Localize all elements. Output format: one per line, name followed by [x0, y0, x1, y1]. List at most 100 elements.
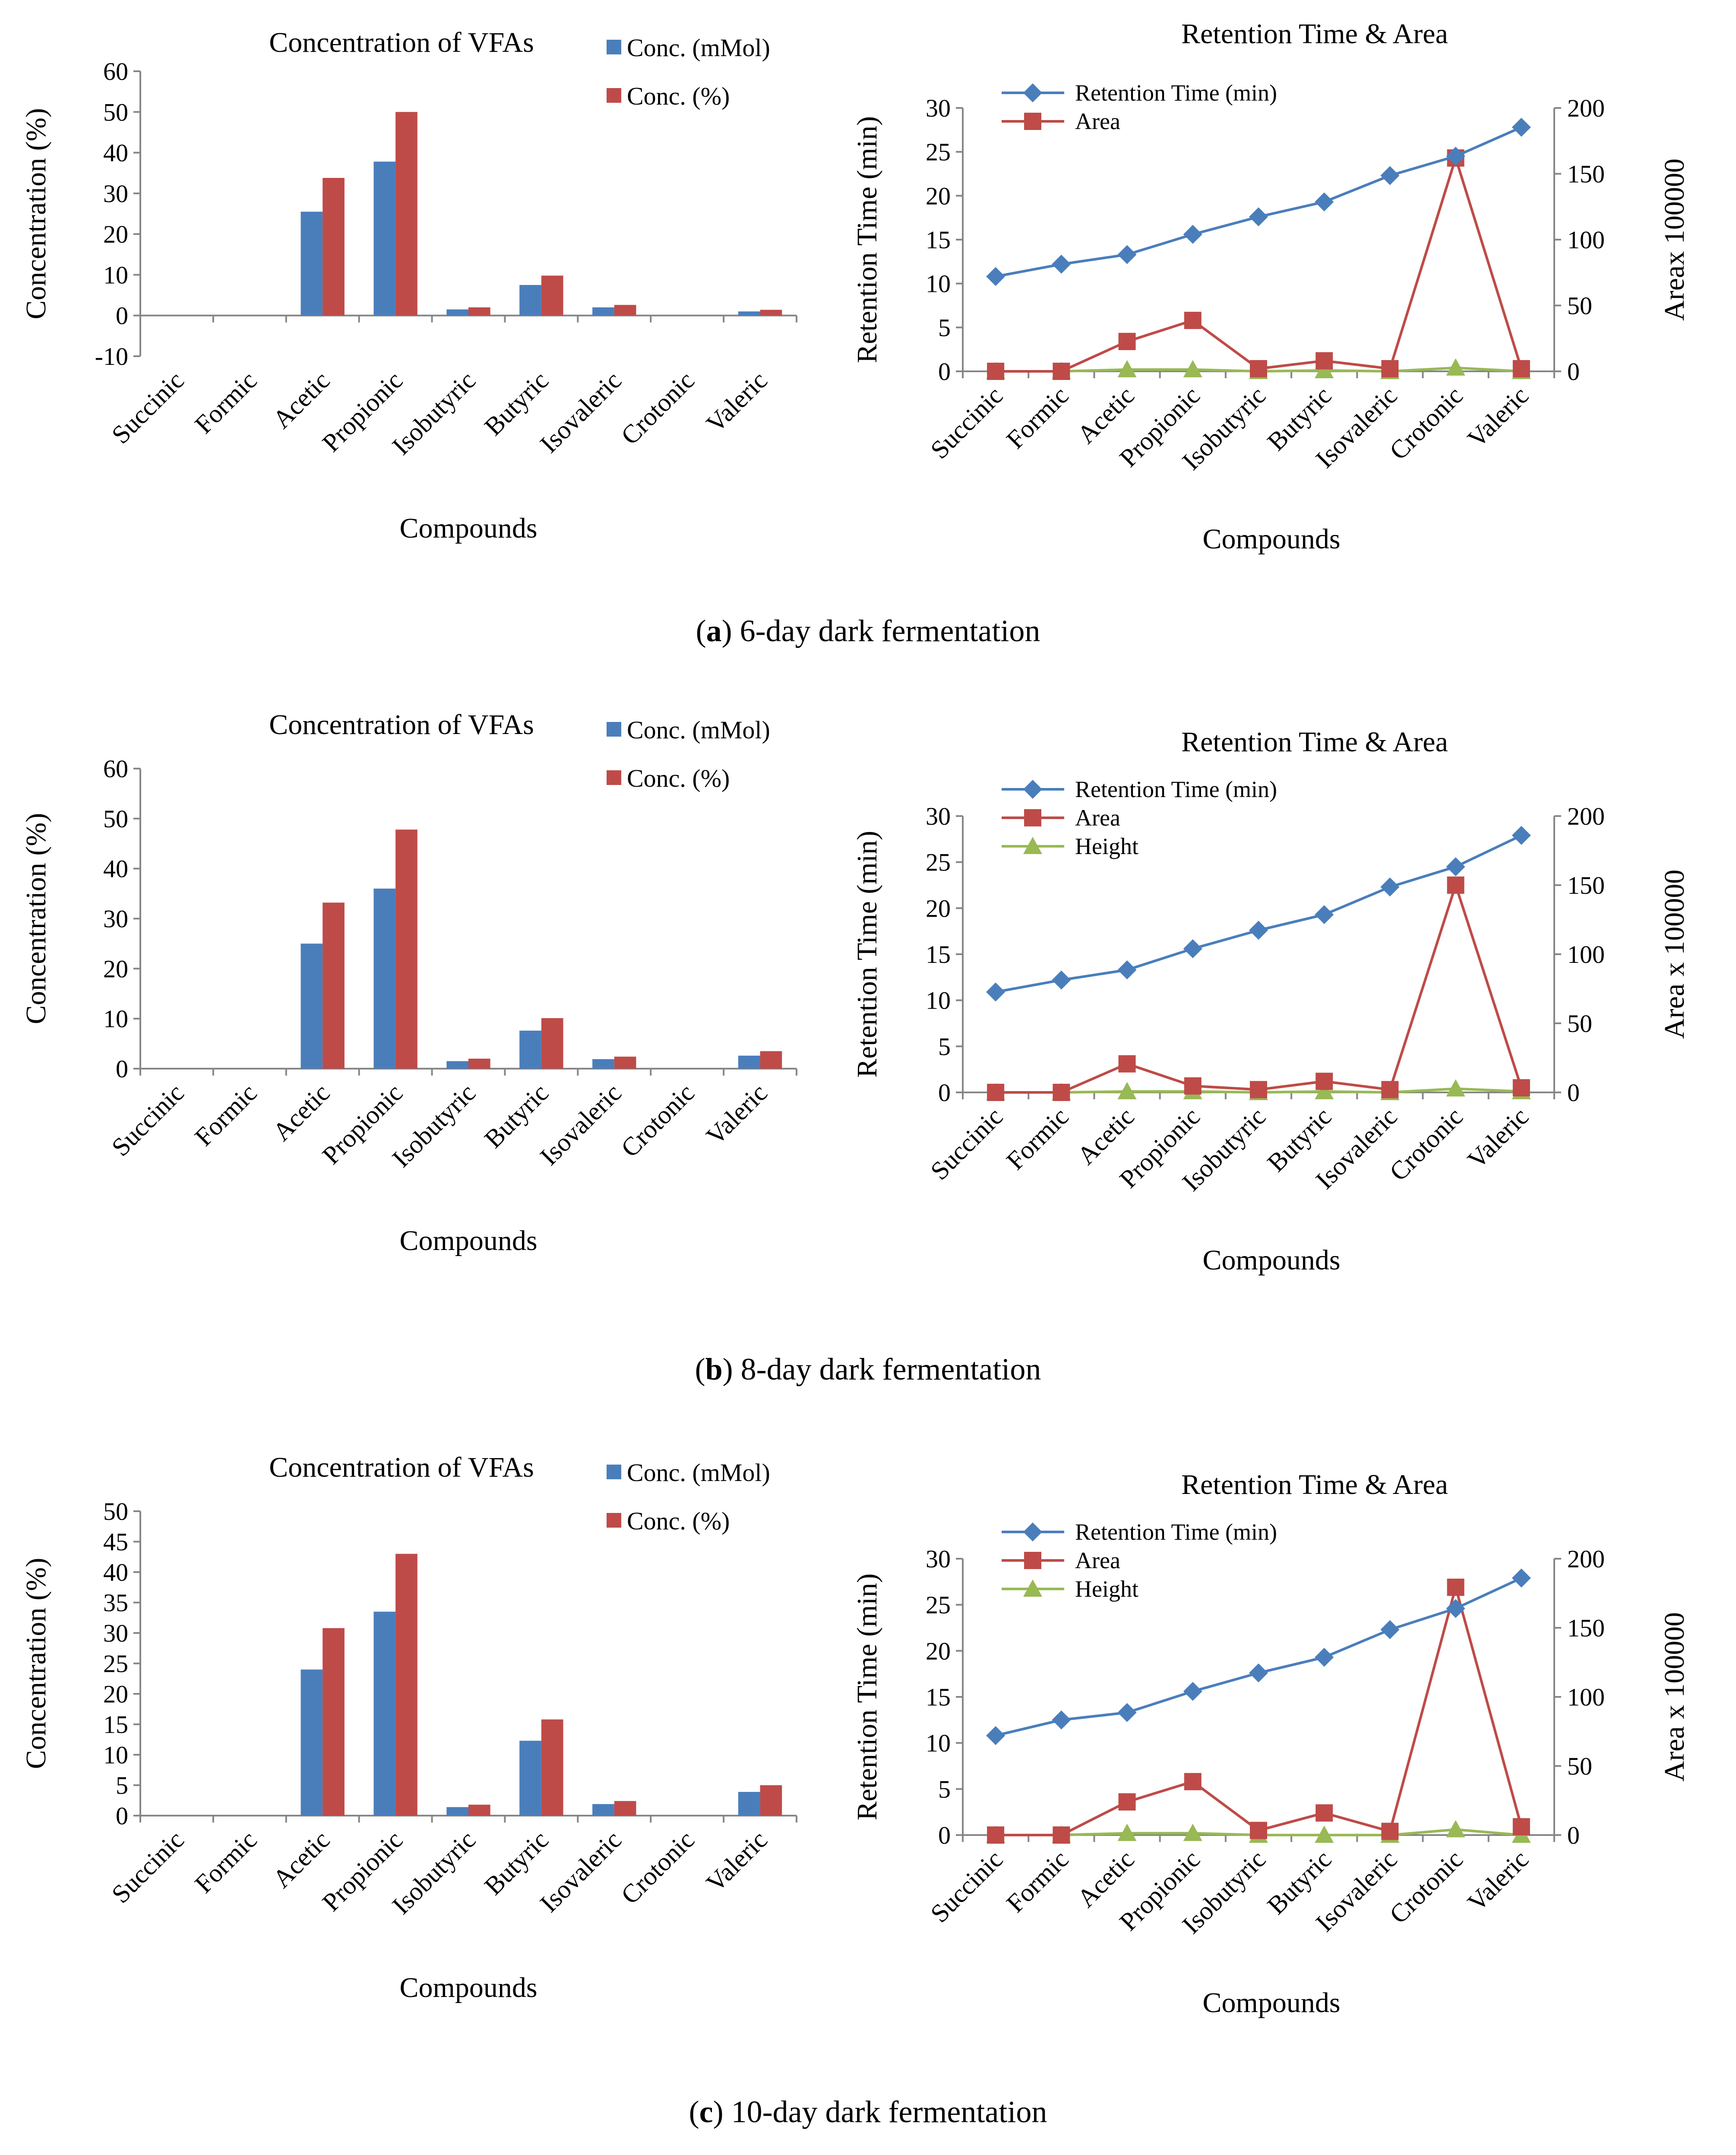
point-area-propionic	[1184, 1077, 1202, 1095]
x-tick-label: Succinic	[925, 381, 1009, 465]
y-tick-label: -10	[95, 342, 128, 370]
y-axis-label: Retention Time (min)	[851, 116, 883, 363]
y-tick-label: 15	[103, 1711, 128, 1739]
bar-conc-isobutyric	[468, 307, 490, 316]
point-area-crotonic	[1447, 877, 1464, 894]
bar-conc-mmol-butyric	[519, 1030, 541, 1069]
series-line-retention-time-min	[995, 1577, 1522, 1737]
point-height-propionic	[1183, 360, 1202, 377]
line-chart-a: Retention Time & Area 0 5 10 15 20 25 30 0 50 100 1…	[851, 18, 1690, 555]
y2-tick-label: 50	[1567, 1009, 1592, 1038]
x-tick-label: Crotonic	[1384, 381, 1468, 465]
point-retention-time-min-acetic	[1117, 245, 1137, 264]
point-area-isobutyric	[1250, 1081, 1267, 1098]
bar-conc-mmol-acetic	[300, 943, 323, 1069]
bar-conc-mmol-acetic	[300, 1669, 323, 1816]
y2-tick-label: 100	[1567, 1683, 1605, 1711]
x-tick-label: Crotonic	[616, 1079, 700, 1163]
x-tick-label: Succinic	[925, 1102, 1009, 1186]
caption-text: 10-day dark fermentation	[723, 2095, 1047, 2129]
y2-tick-label: 200	[1567, 94, 1605, 122]
bar-conc-mmol-valeric	[738, 1792, 760, 1816]
y2-tick-label: 200	[1567, 802, 1605, 830]
point-height-butyric	[1315, 1082, 1334, 1099]
y-tick-label: 40	[103, 139, 128, 167]
line-chart-b: Retention Time & Area 0 5 10 15 20 25 30 0 50 100 1…	[851, 726, 1690, 1276]
y-axis-label: Retention Time (min)	[851, 1573, 883, 1820]
y2-tick-label: 50	[1567, 1752, 1592, 1780]
y-tick-label: 10	[103, 261, 128, 289]
series-line-area	[996, 153, 1523, 373]
point-retention-time-min-acetic	[1117, 1703, 1137, 1722]
legend-label: Conc. (mMol)	[627, 1459, 770, 1487]
legend-swatch-conc-mmol	[607, 722, 621, 737]
y-tick-label: 0	[116, 302, 128, 330]
bar-chart-a: Concentration of VFAs -10 0 10 20 30 40 50 60 Con…	[20, 27, 797, 544]
bar-conc-mmol-valeric	[738, 311, 760, 316]
x-tick-label: Isovaleric	[534, 366, 627, 459]
bar-conc-mmol-isobutyric	[446, 1061, 468, 1069]
y2-tick-label: 50	[1567, 292, 1592, 320]
caption-letter: c	[699, 2095, 713, 2129]
point-height-acetic	[1117, 1082, 1137, 1099]
x-tick-label: Formic	[189, 1079, 262, 1152]
y-tick-label: 35	[103, 1589, 128, 1617]
x-tick-label: Valeric	[701, 366, 773, 438]
x-tick-label: Valeric	[701, 1079, 773, 1151]
y-axis-label: Concentration (%)	[20, 813, 52, 1024]
x-axis-label: Compounds	[399, 513, 537, 544]
caption-c: (c) 10-day dark fermentation	[689, 2095, 1047, 2129]
point-retention-time-min-isobutyric	[1249, 1663, 1268, 1683]
point-retention-time-min-propionic	[1183, 1682, 1202, 1701]
y-tick-label: 25	[926, 138, 951, 166]
x-axis-label: Compounds	[1202, 523, 1340, 555]
figure-panel-a: Concentration of VFAs -10 0 10 20 30 40 50 60 Con…	[0, 0, 1736, 717]
point-area-isobutyric	[1250, 360, 1267, 377]
bar-conc-isovaleric	[614, 1801, 636, 1816]
point-area-valeric	[1512, 360, 1530, 377]
series-line-area	[996, 1582, 1523, 1836]
legend-label: Retention Time (min)	[1075, 776, 1277, 802]
point-area-formic	[1053, 1826, 1070, 1844]
point-area-butyric	[1315, 1804, 1333, 1822]
point-height-propionic	[1183, 1823, 1202, 1841]
point-area-formic	[1053, 363, 1070, 380]
y-tick-label: 60	[103, 755, 128, 783]
y-tick-label: 15	[926, 940, 951, 968]
legend-label: Conc. (mMol)	[627, 716, 770, 744]
x-axis-label: Compounds	[399, 1972, 537, 2003]
legend-swatch-conc	[607, 770, 621, 785]
point-height-acetic	[1117, 360, 1137, 377]
chart-title: Retention Time & Area	[1181, 18, 1448, 50]
bar-conc-mmol-isovaleric	[592, 1059, 614, 1069]
series-line-area	[996, 881, 1523, 1094]
caption-letter: a	[706, 614, 722, 648]
y-tick-label: 5	[116, 1772, 128, 1800]
x-tick-label: Formic	[1001, 1102, 1074, 1175]
caption-a: (a) 6-day dark fermentation	[696, 614, 1040, 648]
point-retention-time-min-isobutyric	[1249, 207, 1268, 227]
y-tick-label: 60	[103, 57, 128, 85]
y-tick-label: 20	[926, 894, 951, 922]
y-tick-label: 20	[926, 182, 951, 210]
chart-title: Retention Time & Area	[1181, 726, 1448, 758]
x-axis-label: Compounds	[1202, 1987, 1340, 2019]
x-tick-label: Succinic	[106, 1079, 190, 1162]
figure-panel-c: Concentration of VFAs 0 5 10 15 20 25 30 35 40 45 5…	[0, 1425, 1736, 2142]
point-retention-time-min-butyric	[1315, 905, 1334, 924]
x-tick-label: Formic	[189, 366, 262, 439]
y-tick-label: 10	[103, 1005, 128, 1033]
bar-conc-isobutyric	[468, 1058, 490, 1069]
y2-tick-label: 150	[1567, 160, 1605, 188]
y2-tick-label: 100	[1567, 226, 1605, 254]
x-tick-label: Succinic	[106, 1826, 190, 1909]
x-tick-label: Valeric	[1462, 381, 1534, 453]
point-retention-time-min-succinic	[986, 1726, 1006, 1745]
x-tick-label: Crotonic	[616, 1826, 700, 1910]
legend-marker-area	[1024, 113, 1041, 130]
y-axis-label: Concentration (%)	[20, 108, 52, 319]
bar-conc-butyric	[541, 1719, 563, 1816]
caption-text: 8-day dark fermentation	[733, 1352, 1041, 1386]
x-tick-label: Succinic	[925, 1845, 1009, 1928]
legend-label: Height	[1075, 833, 1138, 859]
